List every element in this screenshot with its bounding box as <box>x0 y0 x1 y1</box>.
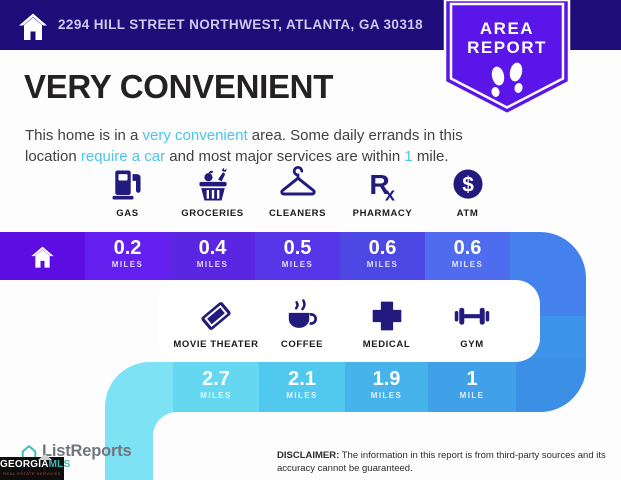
distance-cell-cleaners: 0.5 MILES <box>281 237 314 269</box>
groceries-icon <box>198 167 227 201</box>
highlight-very-convenient: very convenient <box>142 127 248 144</box>
category-movie-theater: MOVIE THEATER <box>166 296 266 350</box>
home-icon <box>31 246 54 268</box>
category-atm: $ ATM <box>425 165 510 219</box>
svg-text:x: x <box>384 184 394 204</box>
coffee-icon <box>288 299 318 328</box>
georgiamls-logo: GEORGIAMLS REAL ESTATE SERVICES <box>0 457 70 480</box>
atm-icon: $ <box>452 169 483 199</box>
listreports-wordmark: ListReports <box>42 442 132 460</box>
gas-icon <box>112 170 141 200</box>
distance-cell-pharmacy: 0.6 MILES <box>366 237 399 269</box>
distance-cell-medical: 1.9 MILES <box>370 368 403 400</box>
property-address: 2294 HILL STREET NORTHWEST, ATLANTA, GA … <box>58 17 424 32</box>
cleaners-icon <box>279 166 316 196</box>
dumbbell-icon <box>454 307 490 325</box>
svg-text:$: $ <box>462 173 474 196</box>
category-gym: GYM <box>428 296 516 350</box>
category-medical: MEDICAL <box>345 296 428 350</box>
svg-text:R: R <box>369 168 389 200</box>
medical-cross-icon <box>372 301 401 331</box>
area-report-badge: AREA REPORT <box>443 0 571 116</box>
pharmacy-rx-icon: R x <box>369 168 395 204</box>
page-title: VERY CONVENIENT <box>24 68 334 105</box>
highlight-require-a-car: require a car <box>80 148 166 165</box>
distance-cell-gym: 1 MILE <box>459 368 485 400</box>
georgiamls-roof-icon <box>38 454 52 460</box>
distance-cell-gas: 0.2 MILES <box>111 237 144 269</box>
distance-cell-atm: 0.6 MILES <box>451 237 484 269</box>
badge-line1: AREA <box>480 19 534 38</box>
distance-cell-coffee: 2.1 MILES <box>286 368 318 400</box>
distance-cell-groceries: 0.4 MILES <box>196 237 229 269</box>
category-groceries: GROCERIES <box>170 165 255 219</box>
distance-cell-movie-theater: 2.7 MILES <box>200 368 232 400</box>
footprints-icon <box>491 62 523 97</box>
home-icon <box>19 13 47 40</box>
category-cleaners: CLEANERS <box>255 165 340 219</box>
movie-ticket-icon <box>201 302 231 330</box>
ribbon-home-marker <box>0 232 85 280</box>
highlight-one: 1 <box>404 148 413 165</box>
category-pharmacy: R x PHARMACY <box>340 165 425 219</box>
category-gas: GAS <box>85 165 170 219</box>
summary-text: This home is in a very convenient area. … <box>25 127 463 165</box>
category-coffee: COFFEE <box>259 296 345 350</box>
disclaimer-text: DISCLAIMER: The information in this repo… <box>277 450 606 474</box>
badge-line2: REPORT <box>467 38 547 57</box>
